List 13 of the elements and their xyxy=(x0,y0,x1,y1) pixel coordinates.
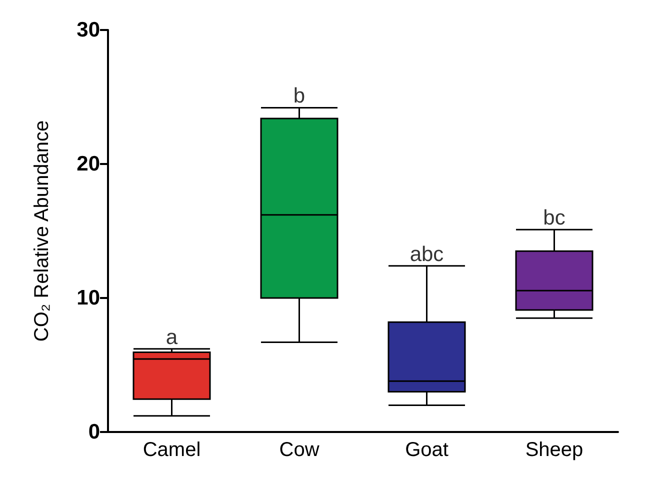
annotation: a xyxy=(166,326,178,349)
y-tick-label: 10 xyxy=(76,286,100,310)
annotation: bc xyxy=(543,206,566,230)
y-tick-label: 30 xyxy=(76,18,100,42)
y-tick-label: 0 xyxy=(88,420,100,444)
x-tick-label: Camel xyxy=(142,439,201,461)
y-tick-label: 20 xyxy=(76,152,100,176)
annotation: b xyxy=(293,84,306,108)
annotation: abc xyxy=(410,242,444,266)
x-tick-label: Cow xyxy=(279,439,320,461)
x-tick-label: Sheep xyxy=(525,439,584,461)
x-tick-label: Goat xyxy=(405,439,449,461)
y-axis-title: CO₂ Relative Abundance xyxy=(31,120,53,342)
